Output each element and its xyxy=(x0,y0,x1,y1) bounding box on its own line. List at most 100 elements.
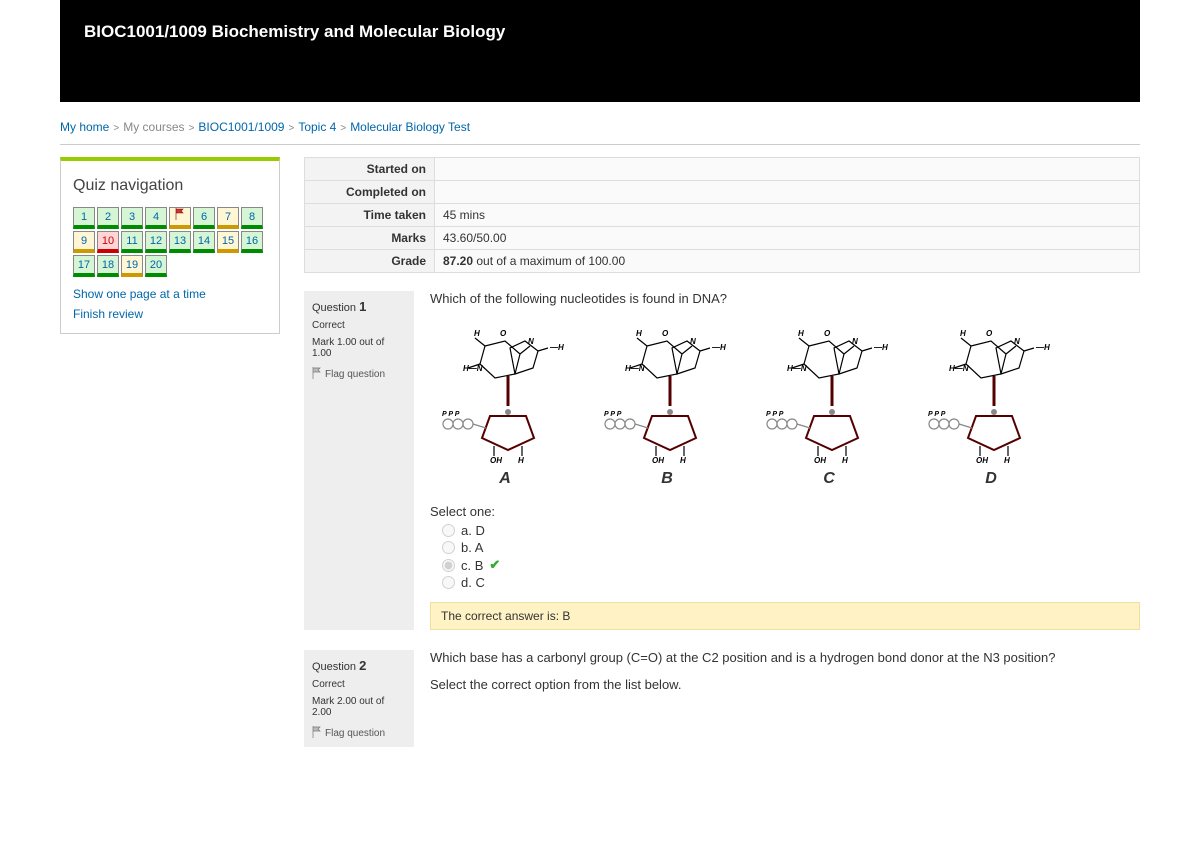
svg-text:OH: OH xyxy=(976,456,988,465)
flag-icon xyxy=(312,726,322,738)
svg-text:P P P: P P P xyxy=(766,411,784,418)
breadcrumb: My home>My courses>BIOC1001/1009>Topic 4… xyxy=(60,114,1140,145)
answer-option[interactable]: a. D xyxy=(442,523,1140,538)
breadcrumb-link[interactable]: BIOC1001/1009 xyxy=(198,120,284,134)
question-nav-button[interactable]: 11 xyxy=(121,231,143,253)
question-number: Question 1 xyxy=(312,299,406,314)
question-nav-button[interactable]: 9 xyxy=(73,231,95,253)
attempt-summary-table: Started onCompleted onTime taken45 minsM… xyxy=(304,157,1140,273)
svg-text:H—N: H—N xyxy=(949,364,969,373)
question-block: Question 2 Correct Mark 2.00 out of 2.00… xyxy=(304,650,1140,747)
molecule-label: A xyxy=(430,470,580,488)
summary-label: Grade xyxy=(305,250,435,273)
svg-text:H: H xyxy=(798,329,804,338)
svg-text:N: N xyxy=(852,337,858,346)
svg-text:H—N: H—N xyxy=(463,364,483,373)
molecule-label: D xyxy=(916,470,1066,488)
breadcrumb-link[interactable]: Molecular Biology Test xyxy=(350,120,470,134)
answer-option[interactable]: d. C xyxy=(442,575,1140,590)
question-prompt: Which base has a carbonyl group (C=O) at… xyxy=(430,650,1140,665)
summary-value xyxy=(435,158,1140,181)
show-one-page-link[interactable]: Show one page at a time xyxy=(73,287,267,301)
summary-value: 45 mins xyxy=(435,204,1140,227)
course-banner: BIOC1001/1009 Biochemistry and Molecular… xyxy=(60,0,1140,102)
question-mark: Mark 1.00 out of 1.00 xyxy=(312,337,406,359)
select-one-label: Select one: xyxy=(430,504,1140,519)
question-nav-button[interactable]: 14 xyxy=(193,231,215,253)
question-nav-button[interactable]: 8 xyxy=(241,207,263,229)
question-number-grid: 123467891011121314151617181920 xyxy=(73,207,267,277)
question-nav-button[interactable]: 2 xyxy=(97,207,119,229)
molecule-figure: H H—N N —H O OH H P P P D xyxy=(916,316,1066,488)
answer-radio[interactable] xyxy=(442,559,455,572)
answer-text: b. A xyxy=(461,540,483,555)
question-nav-button[interactable]: 16 xyxy=(241,231,263,253)
summary-value: 87.20 out of a maximum of 100.00 xyxy=(435,250,1140,273)
flag-question-button[interactable]: Flag question xyxy=(312,367,406,380)
question-nav-button[interactable]: 3 xyxy=(121,207,143,229)
question-nav-button[interactable]: 4 xyxy=(145,207,167,229)
question-nav-button[interactable]: 17 xyxy=(73,255,95,277)
question-nav-button[interactable]: 20 xyxy=(145,255,167,277)
question-nav-button[interactable]: 19 xyxy=(121,255,143,277)
summary-label: Completed on xyxy=(305,181,435,204)
svg-text:N: N xyxy=(1014,337,1020,346)
correct-tick-icon: ✔ xyxy=(489,557,500,573)
question-nav-button[interactable]: 10 xyxy=(97,231,119,253)
main-content: Started onCompleted onTime taken45 minsM… xyxy=(304,157,1140,767)
molecule-figure: H H—N N —H O OH H P P P A xyxy=(430,316,580,488)
molecule-row: H H—N N —H O OH H P P P A H H—N N —H O xyxy=(430,316,1140,488)
svg-text:O: O xyxy=(500,329,507,338)
answer-option[interactable]: b. A xyxy=(442,540,1140,555)
question-sub-prompt: Select the correct option from the list … xyxy=(430,677,1140,692)
question-mark: Mark 2.00 out of 2.00 xyxy=(312,696,406,718)
question-prompt: Which of the following nucleotides is fo… xyxy=(430,291,1140,306)
svg-text:N: N xyxy=(690,337,696,346)
answer-option[interactable]: c. B ✔ xyxy=(442,557,1140,573)
svg-text:H: H xyxy=(680,456,686,465)
svg-text:N: N xyxy=(528,337,534,346)
svg-text:—H: —H xyxy=(549,343,564,352)
summary-label: Marks xyxy=(305,227,435,250)
breadcrumb-link[interactable]: Topic 4 xyxy=(298,120,336,134)
summary-value xyxy=(435,181,1140,204)
breadcrumb-link[interactable]: My home xyxy=(60,120,109,134)
breadcrumb-separator: > xyxy=(288,123,294,134)
answer-text: c. B xyxy=(461,558,483,573)
question-nav-button[interactable] xyxy=(169,207,191,229)
question-nav-button[interactable]: 12 xyxy=(145,231,167,253)
question-nav-button[interactable]: 7 xyxy=(217,207,239,229)
question-nav-button[interactable]: 15 xyxy=(217,231,239,253)
svg-text:H: H xyxy=(474,329,480,338)
molecule-label: C xyxy=(754,470,904,488)
question-state: Correct xyxy=(312,679,406,690)
answer-radio[interactable] xyxy=(442,576,455,589)
molecule-figure: H H—N N —H O OH H P P P C xyxy=(754,316,904,488)
question-nav-button[interactable]: 13 xyxy=(169,231,191,253)
summary-value: 43.60/50.00 xyxy=(435,227,1140,250)
svg-text:—H: —H xyxy=(873,343,888,352)
breadcrumb-separator: > xyxy=(189,123,195,134)
svg-text:H: H xyxy=(636,329,642,338)
svg-text:H: H xyxy=(960,329,966,338)
breadcrumb-separator: > xyxy=(340,123,346,134)
quiz-navigation-block: Quiz navigation 123467891011121314151617… xyxy=(60,157,280,334)
flag-question-button[interactable]: Flag question xyxy=(312,726,406,739)
breadcrumb-text: My courses xyxy=(123,120,184,134)
question-nav-button[interactable]: 1 xyxy=(73,207,95,229)
summary-label: Started on xyxy=(305,158,435,181)
question-info-panel: Question 1 Correct Mark 1.00 out of 1.00… xyxy=(304,291,414,630)
svg-text:H: H xyxy=(1004,456,1010,465)
svg-text:OH: OH xyxy=(490,456,502,465)
answer-radio[interactable] xyxy=(442,524,455,537)
finish-review-link[interactable]: Finish review xyxy=(73,307,267,321)
svg-text:OH: OH xyxy=(814,456,826,465)
answer-radio[interactable] xyxy=(442,541,455,554)
answer-text: a. D xyxy=(461,523,485,538)
answer-text: d. C xyxy=(461,575,485,590)
question-nav-button[interactable]: 18 xyxy=(97,255,119,277)
molecule-label: B xyxy=(592,470,742,488)
svg-text:—H: —H xyxy=(1035,343,1050,352)
question-nav-button[interactable]: 6 xyxy=(193,207,215,229)
answer-options: a. D b. A c. B ✔ d. C xyxy=(442,523,1140,590)
